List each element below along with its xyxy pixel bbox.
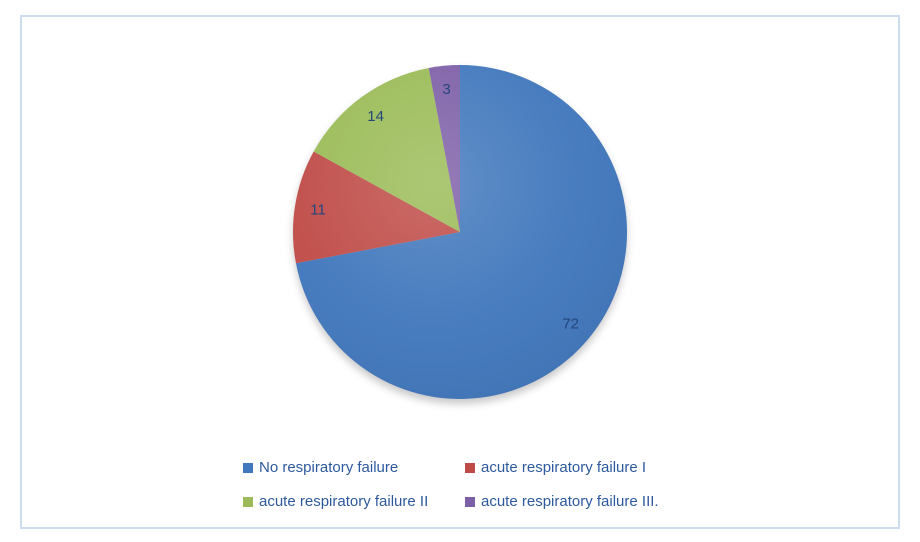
legend-swatch-blue-icon: [243, 462, 253, 473]
legend-swatch-purple-icon: [465, 496, 475, 507]
legend-item-acute-respiratory-failure-2[interactable]: acute respiratory failure II: [243, 493, 428, 510]
legend-item-label: acute respiratory failure II: [259, 493, 429, 510]
chart-frame[interactable]: [20, 15, 900, 529]
legend-item-acute-respiratory-failure-1[interactable]: acute respiratory failure I: [465, 459, 646, 476]
legend-swatch-red-icon: [465, 462, 475, 473]
legend-swatch-green-icon: [243, 496, 253, 507]
legend-item-label: acute respiratory failure I: [481, 459, 647, 476]
legend-item-no-respiratory-failure[interactable]: No respiratory failure: [243, 459, 398, 476]
slice-value-label: 11: [310, 202, 326, 219]
legend-item-label: No respiratory failure: [259, 459, 399, 476]
legend-item-label: acute respiratory failure III.: [481, 493, 659, 510]
slice-value-label: 3: [442, 81, 450, 98]
slice-value-label: 72: [562, 316, 579, 333]
slice-value-label: 14: [367, 108, 384, 125]
legend-item-acute-respiratory-failure-3[interactable]: acute respiratory failure III.: [465, 493, 659, 510]
